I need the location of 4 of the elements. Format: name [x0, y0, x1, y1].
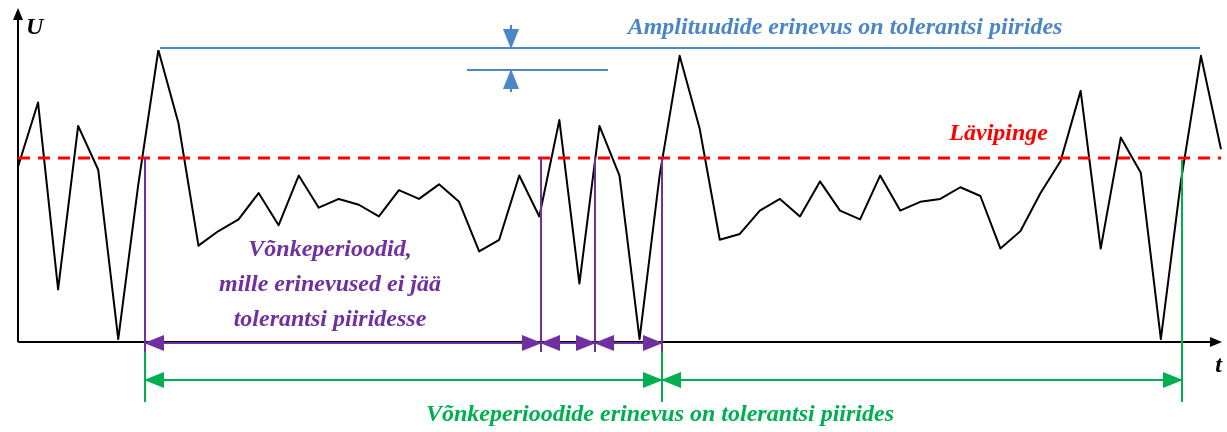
x-axis-title: t — [1215, 351, 1224, 378]
text: Võnkeperioodide erinevus on tolerantsi piirides — [425, 400, 895, 427]
ref-line-label: Lävipinge — [948, 119, 1049, 146]
y-axis-title: U — [26, 13, 45, 40]
